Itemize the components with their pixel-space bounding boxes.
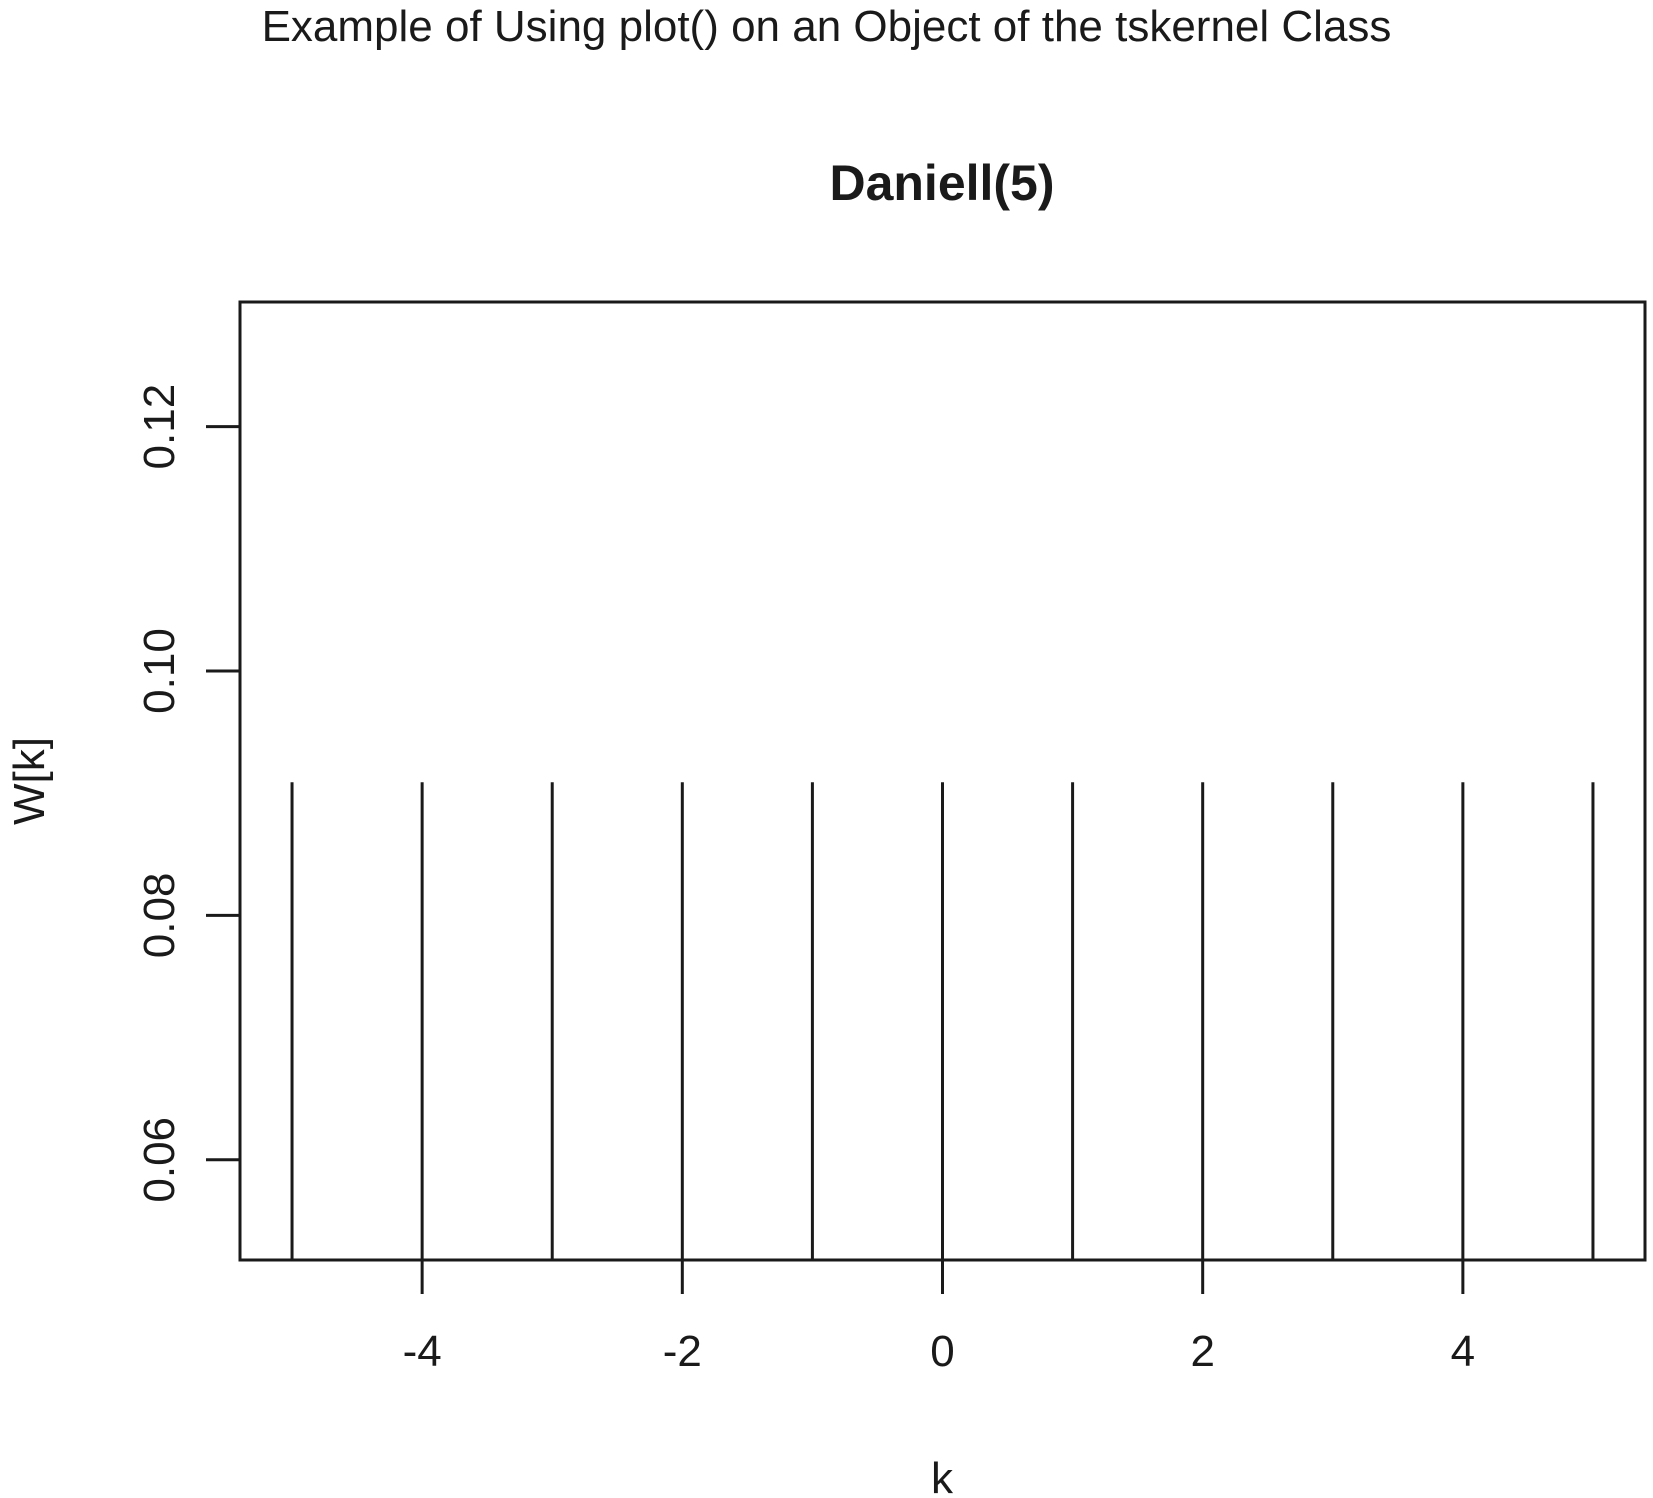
data-lines <box>290 782 1595 1260</box>
figure-caption: Example of Using plot() on an Object of … <box>261 2 1392 51</box>
chart-title: Daniell(5) <box>829 155 1054 211</box>
y-tick-label: 0.12 <box>135 384 184 470</box>
x-tick-label: -4 <box>403 1327 442 1376</box>
y-axis-label: W[k] <box>5 737 54 825</box>
x-tick-label: -2 <box>663 1327 702 1376</box>
y-tick-label: 0.10 <box>135 628 184 714</box>
x-tick-label: 0 <box>930 1327 954 1376</box>
y-tick-label: 0.06 <box>135 1117 184 1203</box>
x-axis: -4 -2 0 2 4 <box>403 1260 1475 1376</box>
x-axis-label: k <box>931 1454 954 1498</box>
x-tick-label: 2 <box>1190 1327 1214 1376</box>
x-tick-label: 4 <box>1451 1327 1475 1376</box>
y-axis: 0.06 0.08 0.10 0.12 <box>135 384 240 1203</box>
y-tick-label: 0.08 <box>135 873 184 959</box>
